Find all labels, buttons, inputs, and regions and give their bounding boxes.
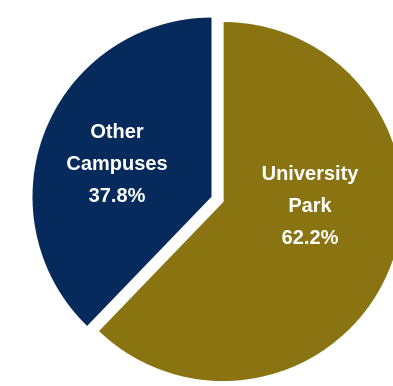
label-other-campuses-line2: Campuses	[66, 153, 167, 175]
label-university-park-value: 62.2%	[282, 227, 339, 249]
label-university-park-line1: University	[262, 163, 360, 185]
label-other-campuses-line1: Other	[90, 121, 144, 143]
label-other-campuses-value: 37.8%	[89, 185, 146, 207]
label-university-park-line2: Park	[288, 195, 332, 217]
slice-other-campuses	[31, 16, 213, 328]
slice-university-park	[97, 20, 393, 382]
